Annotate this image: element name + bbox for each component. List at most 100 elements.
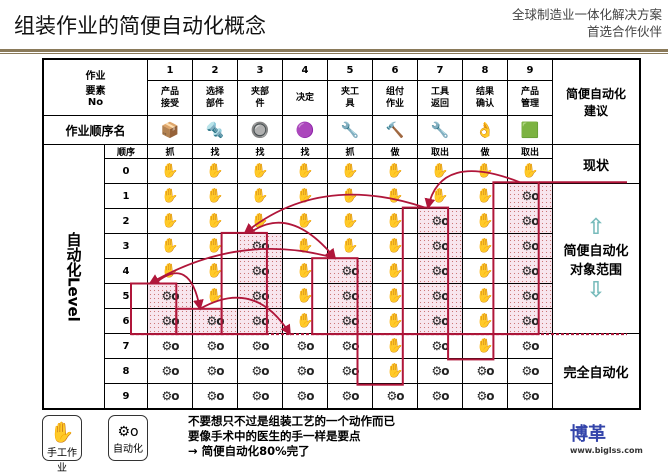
gear-icon: ⚙o bbox=[251, 263, 269, 278]
hand-icon: ✋ bbox=[341, 163, 359, 179]
operation-icon: 🔩 bbox=[192, 115, 238, 145]
column-name-cell: 产品接受 bbox=[147, 80, 193, 116]
column-name-cell: 决定 bbox=[282, 80, 328, 116]
hand-icon: ✋ bbox=[296, 238, 314, 254]
hand-icon: ✋ bbox=[296, 313, 314, 329]
hand-icon: ✋ bbox=[386, 188, 404, 204]
label-full: 完全自动化 bbox=[552, 333, 641, 410]
level-number: 6 bbox=[104, 308, 148, 334]
manual-cell: ✋ bbox=[192, 258, 238, 284]
level-number: 5 bbox=[104, 283, 148, 309]
column-name: 产品接受 bbox=[160, 87, 179, 109]
hand-icon: ✋ bbox=[341, 213, 359, 229]
manual-cell: ✋ bbox=[282, 283, 328, 309]
manual-cell: ✋ bbox=[192, 208, 238, 234]
notes: 不要想只不过是组装工艺的一个动作而已 要像手术中的医生的手一样是要点 → 简便自动化… bbox=[188, 414, 395, 459]
tagline: 全球制造业一体化解决方案首选合作伙伴 bbox=[512, 6, 662, 40]
hand-icon: ✋ bbox=[431, 188, 449, 204]
hand-icon: ✋ bbox=[476, 338, 494, 354]
column-action: 找 bbox=[237, 144, 283, 159]
hand-icon: ✋ bbox=[386, 363, 404, 379]
hand-icon: ✋ bbox=[296, 163, 314, 179]
automation-cell: ⚙o bbox=[237, 383, 283, 410]
automation-cell: ⚙o bbox=[507, 183, 553, 209]
manual-cell: ✋ bbox=[372, 358, 418, 384]
divider bbox=[0, 53, 668, 54]
column-name: 夹部件 bbox=[250, 87, 269, 109]
gear-icon: ⚙o bbox=[521, 188, 539, 203]
manual-cell: ✋ bbox=[327, 183, 373, 209]
column-action: 抓 bbox=[147, 144, 193, 159]
gear-icon: ⚙o bbox=[161, 313, 179, 328]
gear-icon: ⚙o bbox=[341, 363, 359, 378]
tagline-line: 首选合作伙伴 bbox=[586, 24, 662, 39]
manual-cell: ✋ bbox=[372, 208, 418, 234]
operation-icon: 🔧 bbox=[327, 115, 373, 145]
gear-icon: ⚙o bbox=[521, 363, 539, 378]
manual-cell: ✋ bbox=[372, 233, 418, 259]
hand-icon: ✋ bbox=[341, 188, 359, 204]
gear-icon: ⚙o bbox=[251, 313, 269, 328]
column-name-cell: 夹部件 bbox=[237, 80, 283, 116]
gear-icon: ⚙o bbox=[296, 338, 314, 353]
automation-cell: ⚙o bbox=[237, 333, 283, 359]
arrow-down-icon: ⇩ bbox=[586, 277, 606, 303]
automation-cell: ⚙o bbox=[282, 358, 328, 384]
hand-icon: ✋ bbox=[386, 313, 404, 329]
gear-icon: ⚙o bbox=[341, 288, 359, 303]
logo: 博革 www.biglss.com bbox=[570, 420, 643, 455]
column-no: 5 bbox=[327, 58, 373, 81]
automation-cell: ⚙o bbox=[192, 333, 238, 359]
gear-icon: ⚙o bbox=[341, 388, 359, 403]
hand-icon: ✋ bbox=[386, 238, 404, 254]
gear-icon: ⚙o bbox=[341, 263, 359, 278]
operation-icon: 👌 bbox=[462, 115, 508, 145]
tagline-line: 全球制造业一体化解决方案 bbox=[511, 7, 662, 22]
order-label: 顺序 bbox=[104, 144, 148, 159]
manual-cell: ✋ bbox=[462, 283, 508, 309]
gear-icon: ⚙o bbox=[251, 388, 269, 403]
hand-icon: ✋ bbox=[476, 213, 494, 229]
automation-cell: ⚙o bbox=[507, 283, 553, 309]
manual-cell: ✋ bbox=[192, 233, 238, 259]
hand-icon: ✋ bbox=[161, 213, 179, 229]
hand-icon: ✋ bbox=[476, 188, 494, 204]
automation-cell: ⚙o bbox=[327, 308, 373, 334]
manual-cell: ✋ bbox=[237, 158, 283, 184]
level-number: 2 bbox=[104, 208, 148, 234]
gear-icon: ⚙o bbox=[521, 263, 539, 278]
column-action: 找 bbox=[192, 144, 238, 159]
hand-icon: ✋ bbox=[476, 238, 494, 254]
column-no: 1 bbox=[147, 58, 193, 81]
column-name: 产品管理 bbox=[520, 87, 539, 109]
column-no: 7 bbox=[417, 58, 463, 81]
column-action: 取出 bbox=[507, 144, 553, 159]
level-number: 0 bbox=[104, 158, 148, 184]
automation-cell: ⚙o bbox=[507, 333, 553, 359]
hand-icon: ✋ bbox=[161, 163, 179, 179]
gear-icon: ⚙o bbox=[251, 338, 269, 353]
hand-icon: ✋ bbox=[386, 263, 404, 279]
column-name-cell: 夹工具 bbox=[327, 80, 373, 116]
gear-icon: ⚙o bbox=[161, 288, 179, 303]
legend-auto-label: 自动化 bbox=[113, 444, 143, 455]
manual-cell: ✋ bbox=[462, 208, 508, 234]
automation-cell: ⚙o bbox=[507, 258, 553, 284]
divider bbox=[0, 49, 668, 52]
column-no: 6 bbox=[372, 58, 418, 81]
manual-cell: ✋ bbox=[462, 258, 508, 284]
right-header: 简便自动化 建议 bbox=[552, 58, 641, 145]
column-action: 做 bbox=[372, 144, 418, 159]
gear-icon: ⚙o bbox=[206, 388, 224, 403]
gear-icon: ⚙o bbox=[341, 338, 359, 353]
page-title: 组装作业的简便自动化概念 bbox=[14, 14, 266, 38]
gear-icon: ⚙o bbox=[521, 388, 539, 403]
hand-icon: ✋ bbox=[476, 313, 494, 329]
automation-cell: ⚙o bbox=[417, 333, 463, 359]
gear-icon: ⚙o bbox=[206, 363, 224, 378]
automation-cell: ⚙o bbox=[147, 283, 193, 309]
operation-icon: 🟩 bbox=[507, 115, 553, 145]
manual-cell: ✋ bbox=[192, 283, 238, 309]
automation-cell: ⚙o bbox=[192, 308, 238, 334]
manual-cell: ✋ bbox=[372, 333, 418, 359]
